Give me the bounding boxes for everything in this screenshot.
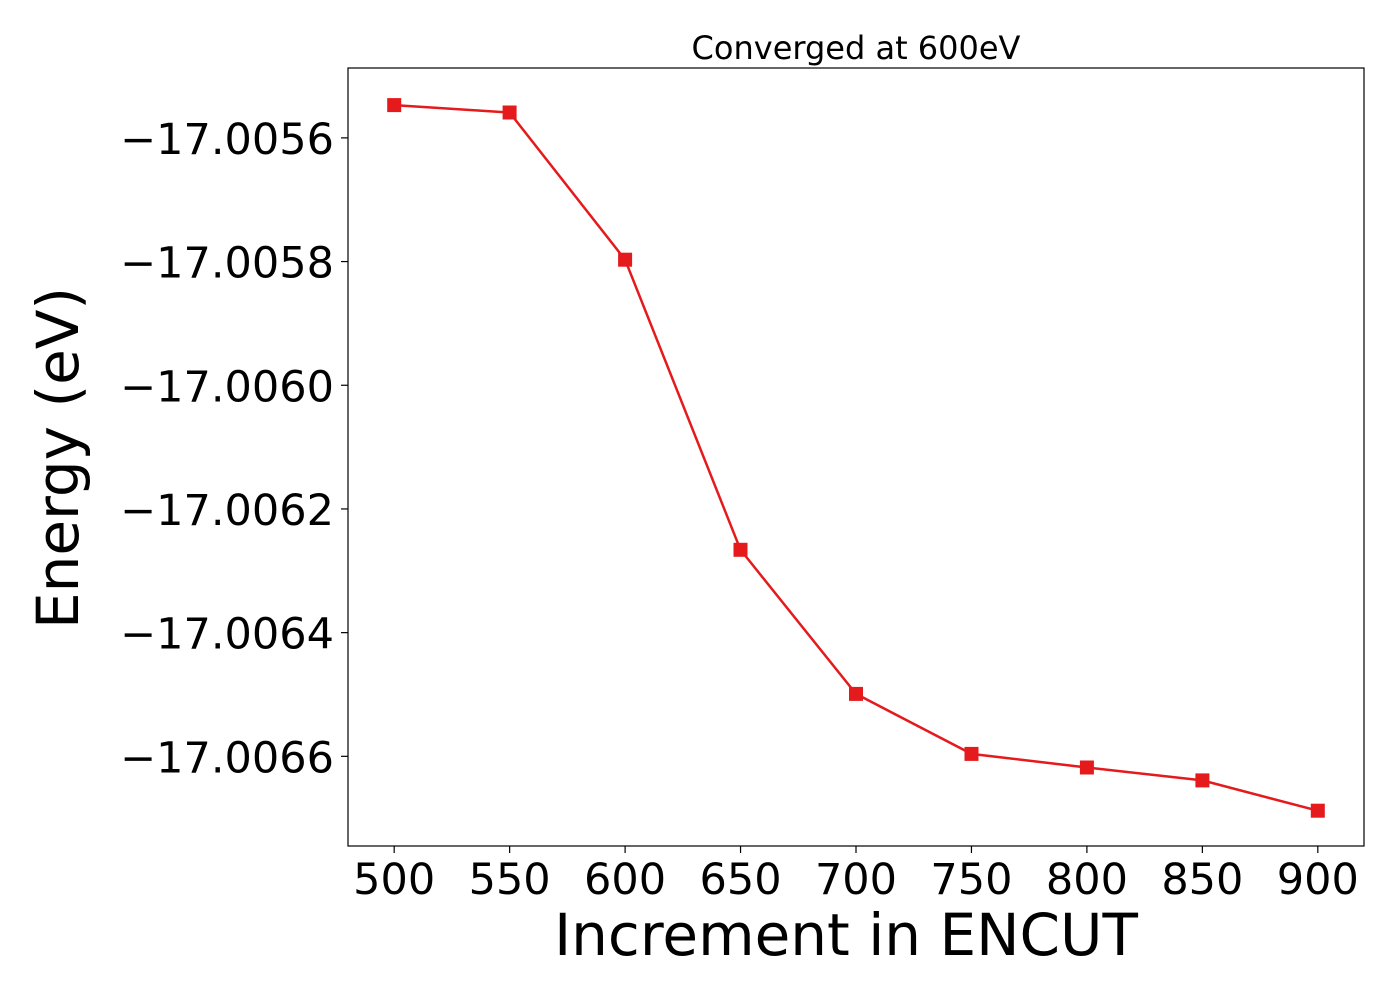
chart-title: Converged at 600eV bbox=[692, 29, 1021, 67]
x-tick-label: 550 bbox=[469, 855, 551, 905]
x-tick-label: 700 bbox=[815, 855, 897, 905]
x-tick-label: 900 bbox=[1277, 855, 1359, 905]
x-tick-label: 850 bbox=[1161, 855, 1243, 905]
data-point-marker bbox=[1195, 773, 1210, 788]
series-line bbox=[394, 103, 1319, 812]
series-energy bbox=[387, 98, 1325, 818]
y-tick-label: −17.0066 bbox=[120, 733, 334, 783]
y-tick-label: −17.0060 bbox=[120, 362, 334, 412]
y-tick-label: −17.0062 bbox=[120, 486, 334, 536]
x-tick-label: 750 bbox=[930, 855, 1012, 905]
y-tick-label: −17.0058 bbox=[120, 239, 334, 289]
data-point-marker bbox=[964, 746, 979, 761]
y-axis-label: Energy (eV) bbox=[24, 287, 92, 629]
x-tick-label: 800 bbox=[1046, 855, 1128, 905]
data-point-marker bbox=[502, 105, 517, 120]
data-point-marker bbox=[1079, 760, 1094, 775]
data-point-marker bbox=[733, 542, 748, 557]
x-axis-ticks: 500 550 600 650 700 750 800 850 900 bbox=[353, 846, 1359, 905]
x-tick-label: 650 bbox=[700, 855, 782, 905]
y-tick-label: −17.0064 bbox=[120, 610, 334, 660]
x-tick-label: 600 bbox=[584, 855, 666, 905]
plot-frame bbox=[347, 67, 1365, 847]
data-point-marker bbox=[387, 98, 402, 113]
data-point-marker bbox=[1310, 803, 1325, 818]
data-point-marker bbox=[849, 686, 863, 701]
x-tick-label: 500 bbox=[353, 855, 435, 905]
y-axis-ticks: −17.0056 −17.0058 −17.0060 −17.0062 −17.0064… bbox=[120, 115, 348, 783]
data-point-marker bbox=[618, 252, 633, 267]
x-axis-label: Increment in ENCUT bbox=[554, 901, 1138, 969]
y-tick-label: −17.0056 bbox=[120, 115, 334, 165]
